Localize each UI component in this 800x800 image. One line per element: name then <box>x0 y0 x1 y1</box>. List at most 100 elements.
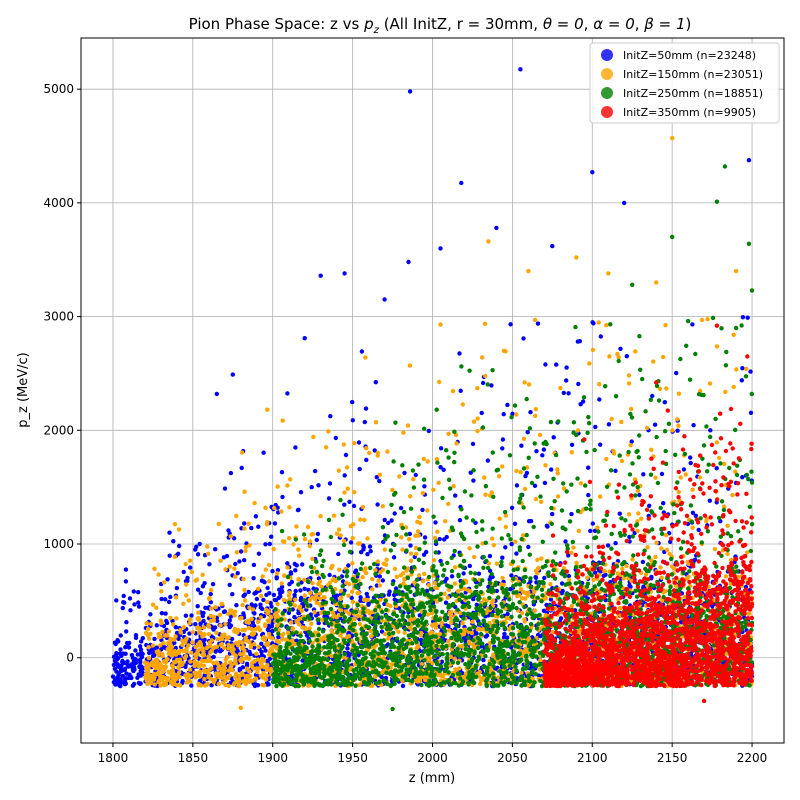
series-2-point <box>714 344 720 349</box>
series-2-point <box>670 428 675 433</box>
series-2-point <box>242 627 248 632</box>
series-2-point <box>452 565 458 570</box>
series-1-point <box>133 633 139 638</box>
series-2-point <box>329 653 334 659</box>
series-2-point <box>431 557 437 563</box>
series-2-point <box>350 535 355 541</box>
series-2-point <box>392 566 398 572</box>
series-2-point <box>398 573 404 578</box>
series-1-outlier <box>622 200 627 206</box>
series-1-point <box>267 591 272 596</box>
series-1-point <box>140 636 145 641</box>
series-2-point <box>483 373 488 379</box>
series-2-point <box>263 567 268 572</box>
series-1-point <box>111 654 117 659</box>
series-2-point <box>170 652 175 657</box>
series-2-point <box>213 671 219 676</box>
series-1-outlier <box>550 243 555 249</box>
series-1-outlier <box>590 170 595 175</box>
series-1-point <box>461 571 466 576</box>
series-1-point <box>255 683 261 688</box>
series-1-point <box>242 558 247 563</box>
series-1-point <box>116 664 122 670</box>
series-2-point <box>734 367 739 372</box>
series-1-point <box>139 666 145 671</box>
series-1-point <box>540 453 545 458</box>
series-2-point <box>260 682 265 688</box>
series-2-point <box>195 616 200 621</box>
series-1-point <box>139 653 144 658</box>
series-2-point <box>369 634 374 639</box>
series-2-point <box>302 593 307 598</box>
series-1-point <box>505 611 510 617</box>
series-2-point <box>265 519 270 525</box>
series-1-point <box>228 470 234 476</box>
series-2-point <box>569 550 574 555</box>
series-1-point <box>480 380 486 386</box>
series-2-point <box>373 568 378 573</box>
series-1-point <box>688 460 693 466</box>
series-1-point <box>559 581 565 586</box>
series-2-point <box>226 635 231 640</box>
series-1-point <box>560 588 565 594</box>
series-2-point <box>218 642 224 647</box>
series-2-point <box>411 477 416 482</box>
series-1-point <box>327 572 332 578</box>
series-1-point <box>292 614 297 620</box>
series-2-point <box>496 474 502 479</box>
series-2-point <box>537 432 543 438</box>
series-2-point <box>604 456 609 462</box>
series-2-point <box>276 640 282 645</box>
series-2-point <box>373 420 379 425</box>
series-1-point <box>118 633 124 638</box>
series-2-point <box>275 484 280 489</box>
series-1-point <box>130 655 136 661</box>
series-2-point <box>285 483 290 488</box>
series-2-point <box>176 665 181 671</box>
series-2-point <box>214 660 219 665</box>
series-2-point <box>234 513 239 519</box>
series-1-point <box>328 414 333 419</box>
series-1-point <box>259 641 264 646</box>
series-1-point <box>296 507 301 512</box>
series-1-point <box>350 418 355 423</box>
series-1-point <box>566 573 572 579</box>
series-2-point <box>432 581 438 586</box>
series-2-point <box>323 445 329 450</box>
series-1-point <box>707 498 712 503</box>
series-2-point <box>297 553 302 558</box>
series-2-point <box>170 622 176 627</box>
series-2-point <box>475 428 480 434</box>
series-1-point <box>164 618 169 624</box>
series-1-point <box>470 441 476 447</box>
series-1-point <box>508 587 513 592</box>
series-1-point <box>457 351 462 356</box>
series-1-outlier <box>406 259 411 265</box>
series-2-point <box>722 461 727 467</box>
series-1-point <box>627 583 632 588</box>
series-2-point <box>377 583 383 588</box>
series-2-point <box>454 441 459 446</box>
series-1-point <box>373 380 378 385</box>
series-1-point <box>221 609 227 615</box>
series-2-point <box>310 581 315 586</box>
series-2-point <box>239 450 245 455</box>
series-2-point <box>196 681 201 687</box>
series-1-point <box>288 570 294 575</box>
series-2-point <box>265 599 270 605</box>
series-1-point <box>353 568 359 573</box>
series-2-point <box>676 391 682 396</box>
series-1-point <box>336 551 341 557</box>
series-1-point <box>136 680 142 686</box>
series-2-point <box>602 568 607 574</box>
series-1-point <box>374 475 379 480</box>
series-2-point <box>448 616 453 621</box>
series-2-point <box>633 349 638 354</box>
series-1-point <box>586 465 591 470</box>
series-1-point <box>309 485 314 490</box>
series-2-point <box>165 675 170 681</box>
series-2-point <box>246 625 251 631</box>
series-2-point <box>256 619 261 624</box>
series-2-point <box>744 366 749 372</box>
series-2-point <box>352 440 357 446</box>
